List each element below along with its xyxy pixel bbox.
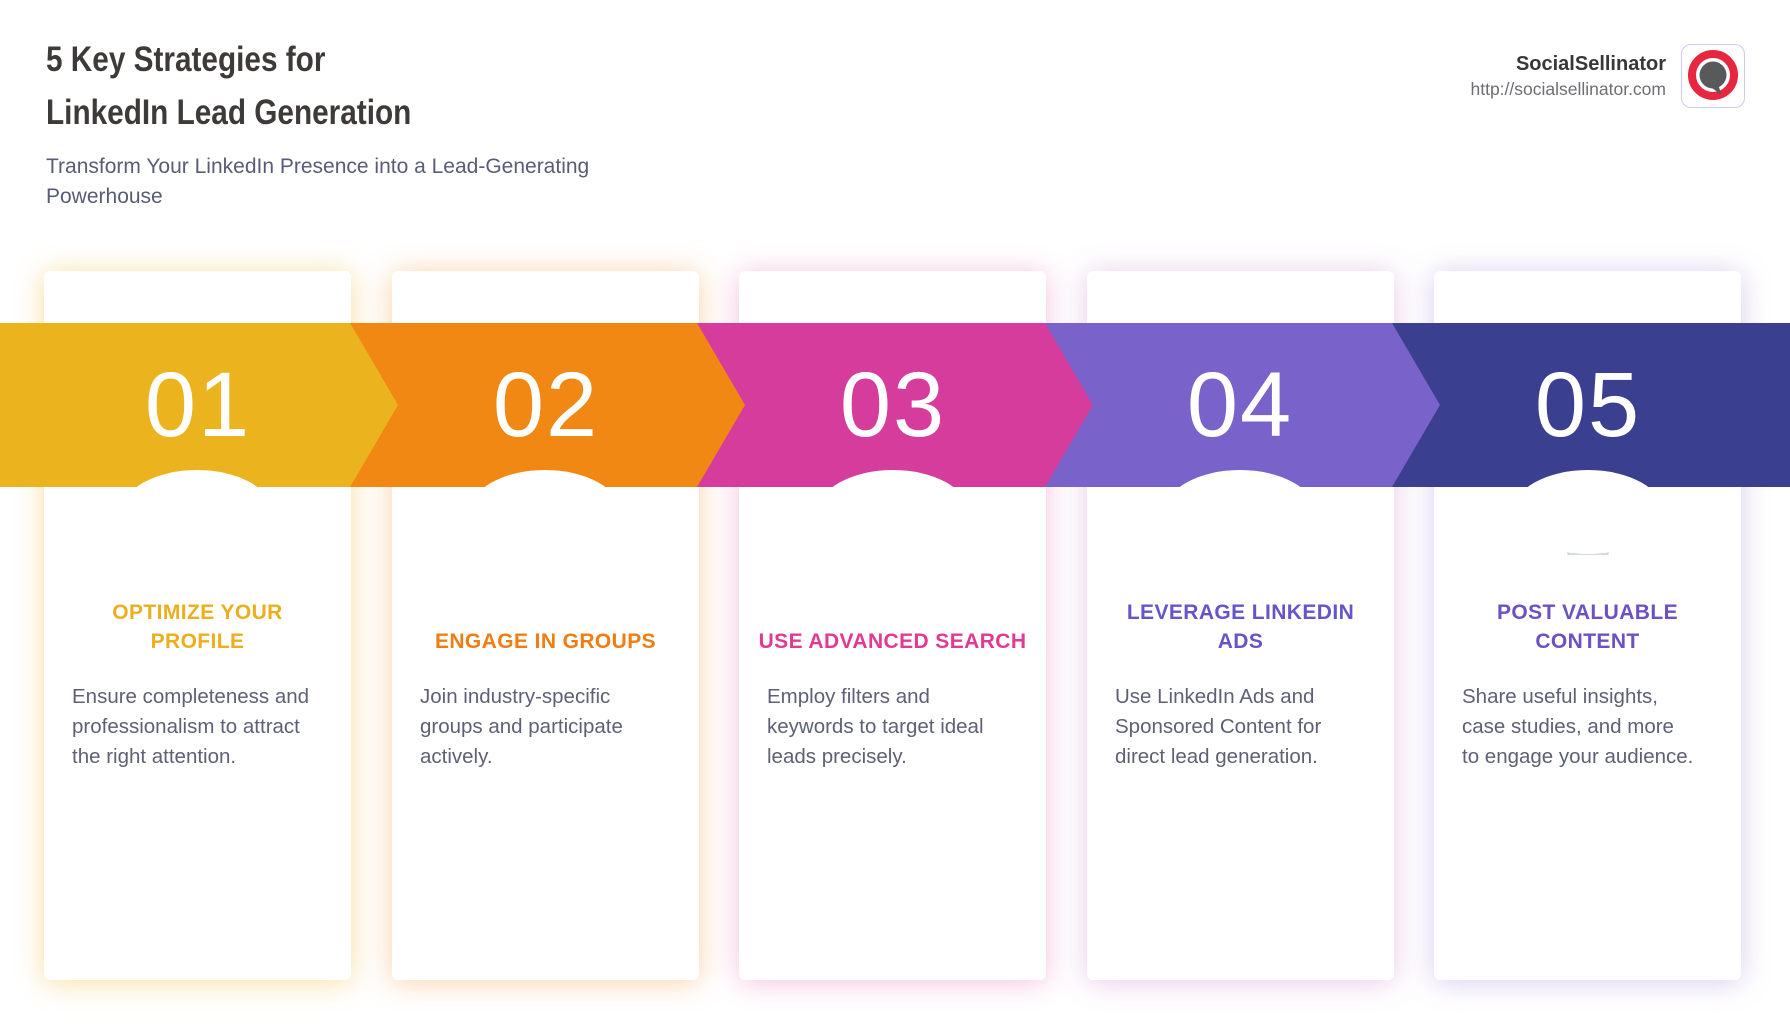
card-body: Ensure completeness and professionalism … xyxy=(72,685,310,768)
card-title: POST VALUABLE CONTENT xyxy=(1497,601,1678,653)
card-title: ENGAGE IN GROUPS xyxy=(434,630,657,653)
step-number-5: 05 xyxy=(1534,353,1642,456)
brand-logo xyxy=(1681,44,1745,108)
card-notch xyxy=(470,470,620,554)
step-number-2: 02 xyxy=(492,353,600,456)
card-body: Join industry-specific groups and partic… xyxy=(420,685,623,768)
card-notch xyxy=(1165,470,1315,554)
brand-name: SocialSellinator xyxy=(1515,53,1666,75)
chevron-segment-5 xyxy=(1390,323,1790,487)
card-notch xyxy=(122,470,272,554)
card-body: Employ filters and keywords to target id… xyxy=(767,685,984,768)
page-subtitle: Transform Your LinkedIn Presence into a … xyxy=(46,155,590,208)
brand-text: SocialSellinator http://socialsellinator… xyxy=(1470,51,1666,101)
chevron-segment-1 xyxy=(0,323,398,487)
chevron-segment-2 xyxy=(348,323,745,487)
card-body: Share useful insights, case studies, and… xyxy=(1462,685,1694,768)
page-title: 5 Key Strategies for LinkedIn Lead Gener… xyxy=(46,40,412,132)
card-title: LEVERAGE LINKEDIN ADS xyxy=(1126,601,1355,653)
chevron-segment-4 xyxy=(1043,323,1440,487)
logo-icon xyxy=(1688,50,1738,100)
chevron-band: 01 02 03 04 05 xyxy=(0,323,1790,554)
card-notch xyxy=(818,470,968,554)
chevron-segment-3 xyxy=(695,323,1093,487)
brand-block: SocialSellinator http://socialsellinator… xyxy=(1470,44,1745,108)
step-number-1: 01 xyxy=(144,353,252,456)
card-title: OPTIMIZE YOUR PROFILE xyxy=(112,601,283,653)
step-number-3: 03 xyxy=(839,353,947,456)
card-notch xyxy=(1513,470,1663,554)
card-body: Use LinkedIn Ads and Sponsored Content f… xyxy=(1115,685,1322,768)
card-title: USE ADVANCED SEARCH xyxy=(758,630,1027,653)
step-number-4: 04 xyxy=(1186,353,1294,456)
brand-url: http://socialsellinator.com xyxy=(1470,79,1666,99)
